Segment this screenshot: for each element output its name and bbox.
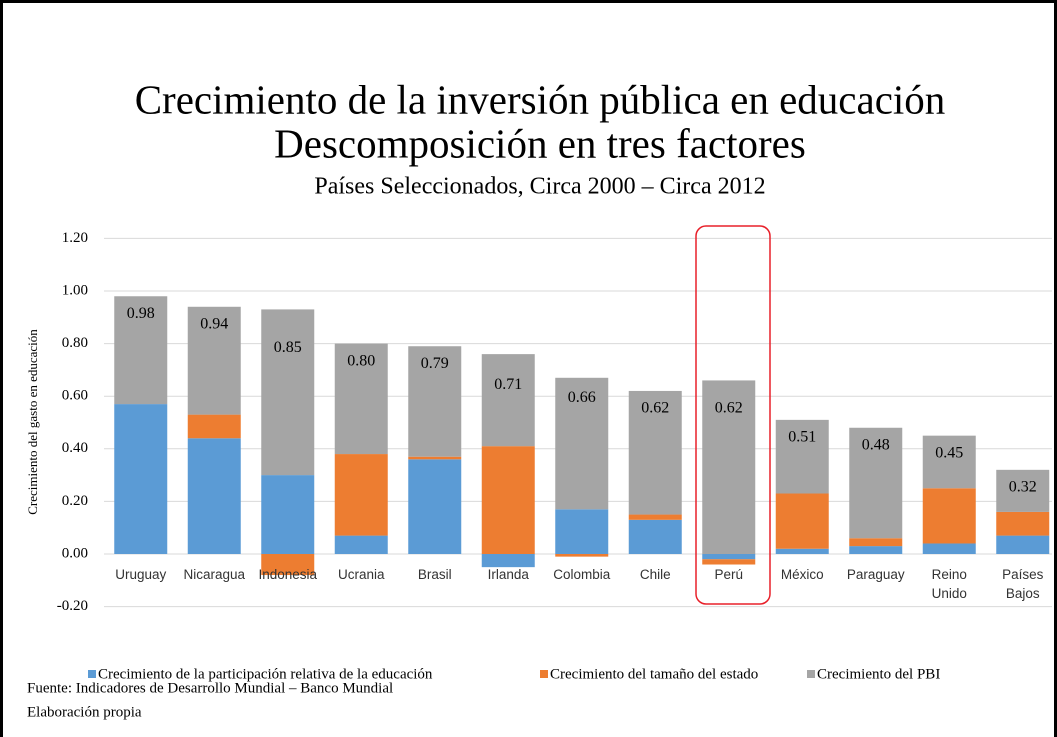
bar-segment [996, 511, 1050, 536]
value-label: 0.79 [421, 355, 449, 372]
bar-segment [555, 554, 609, 557]
bar-segment [114, 296, 168, 405]
highlight-box [695, 225, 771, 605]
legend-label: Crecimiento del PBI [817, 666, 940, 682]
bar-segment [628, 514, 682, 520]
bar-segment [922, 543, 976, 554]
legend-label: Crecimiento del tamaño del estado [550, 666, 758, 682]
value-label: 0.62 [715, 400, 743, 417]
bar-segment [334, 454, 388, 536]
bars [114, 296, 1050, 576]
x-tick-label: Brasil [417, 567, 452, 582]
y-tick-label: 1.00 [62, 282, 88, 298]
value-label: 0.98 [127, 305, 155, 322]
x-tick-label: Uruguay [115, 567, 167, 582]
bar-segment [702, 554, 756, 560]
bar-segment [187, 306, 241, 415]
legend-swatch [88, 670, 96, 678]
value-label: 0.48 [862, 436, 890, 453]
chart-title-line2: Descomposición en tres factores [274, 120, 806, 166]
bar-segment [261, 309, 315, 476]
y-tick-label: 0.40 [62, 440, 88, 456]
bar-segment [481, 354, 535, 447]
value-label: 0.32 [1009, 479, 1037, 496]
bar-segment [628, 519, 682, 554]
note: Elaboración propia [27, 704, 142, 720]
bar-segment [702, 380, 756, 554]
bar-segment [996, 469, 1050, 512]
legend-swatch [807, 670, 815, 678]
bar-segment [187, 438, 241, 554]
source: Fuente: Indicadores de Desarrollo Mundia… [27, 680, 393, 696]
x-tick-label: Perú [714, 567, 744, 582]
bar-segment [922, 435, 976, 489]
x-tick-label: Reino Unido [931, 567, 967, 601]
y-tick-label: 1.20 [62, 230, 88, 246]
bar-segment [849, 546, 903, 554]
x-tick-label: Chile [639, 567, 671, 582]
x-tick-label: Países Bajos [1002, 567, 1044, 601]
bar-segment [849, 427, 903, 539]
x-tick-label: Paraguay [846, 567, 905, 582]
bar-segment [702, 559, 756, 565]
x-tick-label: México [780, 567, 824, 582]
x-tick-label: Ucrania [337, 567, 385, 582]
bar-segment [481, 446, 535, 554]
bar-segment [187, 414, 241, 439]
value-label: 0.62 [641, 400, 669, 417]
y-tick-label: -0.20 [57, 598, 88, 614]
bar-segment [996, 535, 1050, 554]
x-tick-label: Irlanda [487, 567, 529, 582]
bar-segment [775, 493, 829, 549]
chart-title: Crecimiento de la inversión pública en e… [135, 76, 946, 122]
bar-segment [334, 535, 388, 554]
y-tick-label: 0.00 [62, 545, 88, 561]
bar-segment [555, 509, 609, 554]
value-label: 0.66 [568, 389, 596, 406]
chart-subtitle: Países Seleccionados, Circa 2000 – Circa… [314, 174, 765, 200]
bar-segment [775, 419, 829, 494]
x-tick-label: Colombia [553, 567, 611, 582]
bar-segment [555, 377, 609, 510]
value-label: 0.45 [935, 444, 963, 461]
y-axis-label: Crecimiento del gasto en educación [25, 329, 40, 515]
y-tick-label: 0.60 [62, 388, 88, 404]
bar-segment [334, 343, 388, 455]
bar-segment [922, 488, 976, 544]
bar-segment [261, 554, 315, 576]
y-tick-label: 0.20 [62, 493, 88, 509]
value-label: 0.80 [347, 352, 375, 369]
bar-segment [408, 456, 462, 460]
x-tick-label: Nicaragua [183, 567, 246, 582]
bar-segment [628, 390, 682, 515]
bar-segment [481, 554, 535, 568]
legend-swatch [540, 670, 548, 678]
value-label: 0.51 [788, 429, 816, 446]
bar-segment [114, 404, 168, 554]
bar-segment [849, 538, 903, 547]
y-tick-label: 0.80 [62, 335, 88, 351]
value-label: 0.94 [200, 315, 228, 332]
x-tick-label: Indonesia [258, 567, 318, 582]
bar-segment [775, 548, 829, 554]
value-label: 0.71 [494, 376, 522, 393]
value-label: 0.85 [274, 339, 302, 356]
legend-label: Crecimiento de la participación relativa… [98, 666, 433, 682]
bar-segment [261, 475, 315, 554]
bar-segment [408, 459, 462, 554]
bar-segment [408, 346, 462, 457]
